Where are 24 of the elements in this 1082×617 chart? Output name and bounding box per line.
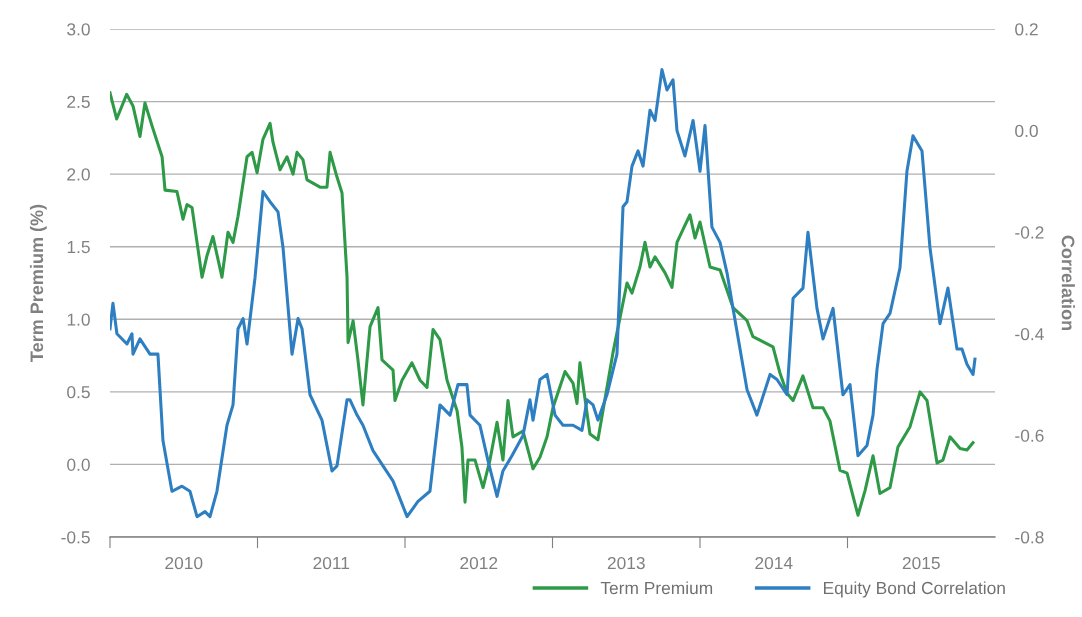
y2-tick-label: -0.2 xyxy=(1015,226,1044,239)
y-tick-label: 2.5 xyxy=(67,95,90,109)
y-tick-label: 1.5 xyxy=(67,241,90,254)
y2-tick-label: -0.4 xyxy=(1015,327,1044,341)
y2-tick-label: 0.2 xyxy=(1015,23,1038,36)
legend-label: Term Premium xyxy=(600,581,713,595)
x-tick-label: 2015 xyxy=(902,556,940,570)
y2-tick-label: 0.0 xyxy=(1015,124,1038,138)
y2-axis-title: Correlation xyxy=(1061,235,1075,331)
y2-tick-label: -0.8 xyxy=(1015,531,1044,544)
x-tick-label: 2010 xyxy=(165,556,203,570)
y2-tick-label: -0.6 xyxy=(1015,429,1044,442)
x-tick-label: 2014 xyxy=(755,556,793,570)
y-axis-title: Term Premium (%) xyxy=(29,204,47,362)
legend-label: Equity Bond Correlation xyxy=(824,581,1005,598)
y-tick-label: 1.0 xyxy=(67,313,90,326)
y-tick-label: 2.0 xyxy=(67,168,90,181)
x-tick-label: 2013 xyxy=(607,556,645,570)
y-tick-label: 0.5 xyxy=(67,386,90,399)
y-tick-label: -0.5 xyxy=(61,531,90,544)
y-tick-label: 0.0 xyxy=(67,458,90,471)
y-tick-label: 3.0 xyxy=(67,23,90,36)
x-tick-label: 2011 xyxy=(313,556,350,570)
x-tick-label: 2012 xyxy=(460,556,498,570)
